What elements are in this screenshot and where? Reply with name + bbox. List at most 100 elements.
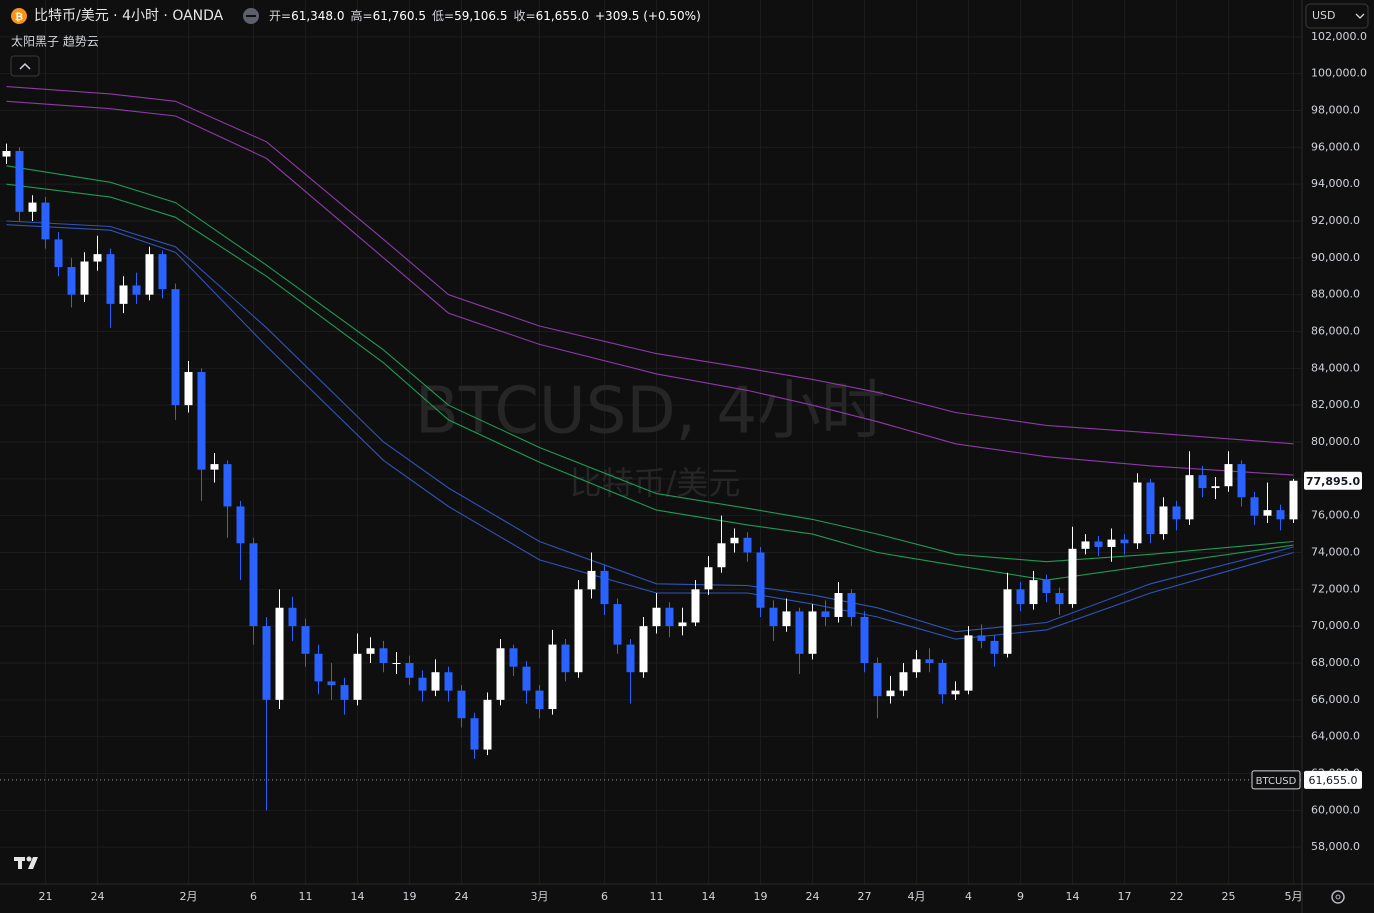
y-tick-label: 82,000.0 — [1311, 398, 1360, 411]
candle-body — [301, 626, 310, 654]
legend-value: 61,655.0 — [536, 9, 589, 23]
candle-body — [1250, 497, 1259, 516]
candle-body — [561, 644, 570, 673]
candle-body — [418, 677, 427, 691]
logo-part — [18, 857, 22, 869]
candle-body — [15, 151, 24, 212]
y-tick-label: 100,000.0 — [1311, 67, 1367, 80]
candle-body — [704, 567, 713, 590]
candle-body — [587, 570, 596, 590]
candle-body — [574, 589, 583, 673]
candle-body — [1263, 510, 1272, 516]
candle-body — [743, 537, 752, 553]
candle-body — [990, 640, 999, 654]
candle-body — [496, 648, 505, 700]
legend-name: 高= — [351, 8, 373, 23]
price-line-name: BTCUSD — [1256, 776, 1297, 787]
x-tick-label: 24 — [91, 890, 105, 903]
x-tick-label: 17 — [1118, 890, 1132, 903]
candle-body — [28, 202, 37, 212]
candle-body — [717, 543, 726, 568]
candle-body — [626, 644, 635, 673]
candle-body — [821, 611, 830, 617]
candle-body — [691, 589, 700, 623]
candle-body — [782, 611, 791, 627]
currency-label: USD — [1312, 9, 1336, 22]
candle-body — [67, 267, 76, 295]
candle-body — [184, 372, 193, 406]
logo-part — [28, 857, 38, 869]
candle-body — [795, 611, 804, 654]
x-tick-label: 2月 — [180, 890, 198, 903]
symbol-title: 比特币/美元 · 4小时 · OANDA — [34, 8, 224, 24]
y-tick-label: 68,000.0 — [1311, 656, 1360, 669]
candle-body — [1081, 541, 1090, 549]
trend-line — [6, 100, 1294, 476]
candle-body — [639, 626, 648, 673]
x-tick-label: 11 — [299, 890, 313, 903]
candle-body — [353, 653, 362, 700]
indicator-label[interactable]: 太阳黑子 趋势云 — [11, 34, 99, 49]
candle-body — [1211, 486, 1220, 489]
x-tick-label: 4 — [965, 890, 972, 903]
logo-part — [26, 856, 32, 862]
candle-body — [405, 663, 414, 678]
candle-body — [54, 239, 63, 268]
candle-body — [106, 254, 115, 304]
candle-body — [366, 648, 375, 654]
candle-body — [1146, 482, 1155, 535]
candle-body — [925, 659, 934, 663]
candle-body — [1133, 482, 1142, 544]
candle-body — [938, 663, 947, 695]
x-tick-label: 21 — [39, 890, 53, 903]
candle-body — [977, 635, 986, 641]
x-tick-label: 27 — [858, 890, 872, 903]
last-price-box — [1304, 471, 1362, 490]
candle-body — [223, 464, 232, 507]
y-tick-label: 102,000.0 — [1311, 30, 1367, 43]
y-tick-label: 80,000.0 — [1311, 435, 1360, 448]
candle-body — [756, 552, 765, 608]
candle-body — [899, 672, 908, 691]
trend-line — [6, 220, 1294, 633]
price-line-name-box — [1251, 770, 1301, 790]
y-tick-label: 88,000.0 — [1311, 288, 1360, 301]
trend-line — [6, 224, 1294, 640]
y-tick-label: 60,000.0 — [1311, 803, 1360, 816]
bitcoin-icon — [11, 8, 27, 24]
legend-value: 61,760.5 — [373, 9, 426, 23]
candle-body — [457, 690, 466, 719]
candle-body — [1094, 541, 1103, 547]
candle-body — [1068, 548, 1077, 605]
ohlc-legend: 开=61,348.0 高=61,760.5 低=59,106.5 收=61,655.0… — [269, 8, 701, 23]
tv-logo — [14, 856, 38, 869]
candle-body — [119, 285, 128, 304]
candle-body — [964, 635, 973, 691]
y-tick-label: 64,000.0 — [1311, 730, 1360, 743]
candle-body — [145, 254, 154, 295]
y-tick-label: 96,000.0 — [1311, 140, 1360, 153]
candle-body — [730, 537, 739, 544]
settings-icon[interactable] — [1331, 890, 1345, 904]
candle-body — [236, 506, 245, 544]
y-tick-label: 92,000.0 — [1311, 214, 1360, 227]
currency-dropdown[interactable] — [1305, 3, 1369, 29]
y-tick-label: 90,000.0 — [1311, 251, 1360, 264]
x-tick-label: 14 — [351, 890, 365, 903]
candle-body — [340, 685, 349, 700]
y-tick-label: 58,000.0 — [1311, 840, 1360, 853]
candle-body — [210, 464, 219, 470]
y-tick-label: 86,000.0 — [1311, 325, 1360, 338]
x-tick-label: 5月 — [1285, 890, 1303, 903]
candle-body — [483, 699, 492, 750]
collapse-button[interactable] — [10, 55, 40, 77]
settings-icon-center — [1335, 894, 1341, 900]
candle-body — [1042, 580, 1051, 594]
candle-body — [678, 622, 687, 627]
trend-line — [6, 86, 1294, 445]
candle-body — [327, 681, 336, 686]
candle-body — [509, 648, 518, 667]
x-tick-label: 14 — [702, 890, 716, 903]
